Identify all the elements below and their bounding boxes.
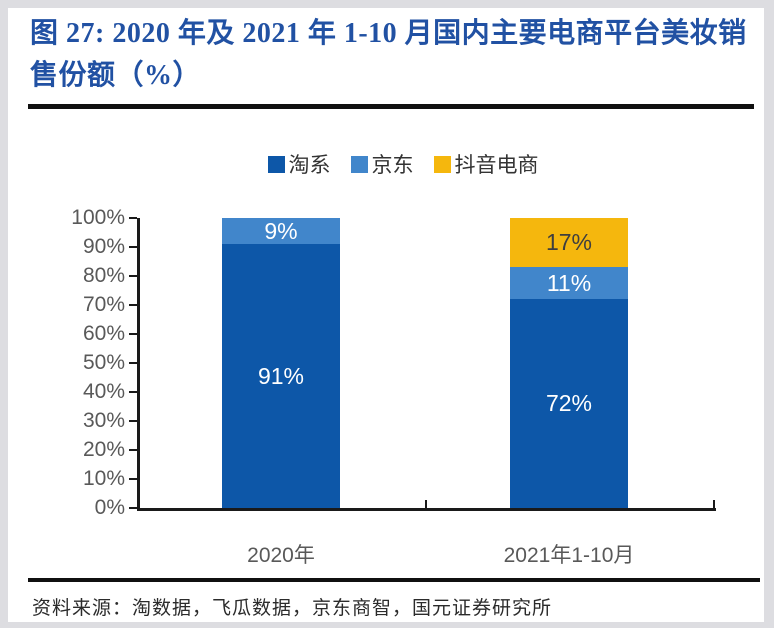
bar-segment-taoxi: 72% [510,299,628,508]
y-axis-tick [129,304,137,306]
footer-separator [28,578,760,582]
legend-label-jingdong: 京东 [371,153,414,177]
stacked-bar-chart: 0% 10% 20% 30% 40% 50% 60% 70% 80% 90% 100% 91% 9% 20… [8,8,764,622]
legend-swatch-taoxi [267,155,285,173]
figure-title: 图 27: 2020 年及 2021 年 1-10 月国内主要电商平台美妆销售份… [30,18,747,91]
bar-segment-taoxi: 91% [222,244,340,508]
y-axis-tick [129,449,137,451]
legend-item-jingdong: 京东 [350,149,414,179]
x-axis-label-2021-1-10: 2021年1-10月 [503,544,635,567]
legend-swatch-jingdong [350,155,368,173]
bar-label-jingdong: 9% [264,218,298,244]
bar-label-taoxi: 91% [257,362,305,389]
bar-segment-douyin: 17% [510,218,628,268]
legend-item-taoxi: 淘系 [267,149,331,179]
chart-legend: 淘系 京东 抖音电商 [42,151,764,177]
y-axis-tick-label: 80% [82,264,125,287]
y-axis-tick-label: 10% [82,467,125,490]
source-note: 资料来源：淘数据，飞瓜数据，京东商智，国元证券研究所 [32,598,553,619]
x-axis-tick [713,500,715,508]
x-axis-tick [425,500,427,508]
y-axis-tick-label: 70% [82,293,125,316]
x-axis-label-2020: 2020年 [247,544,315,567]
y-axis-tick-label: 60% [82,322,125,345]
legend-label-douyin: 抖音电商 [454,153,539,177]
y-axis-tick-label: 100% [71,206,125,229]
y-axis-tick-label: 0% [94,496,125,519]
title-separator [28,104,754,109]
y-axis-tick-label: 30% [82,409,125,432]
y-axis-tick [129,333,137,335]
x-axis-line [137,508,716,511]
y-axis-tick [129,420,137,422]
y-axis-tick [129,246,137,248]
y-axis-tick-label: 90% [82,235,125,258]
bar-segment-jingdong: 11% [510,267,628,300]
y-axis-tick [129,362,137,364]
legend-swatch-douyin [433,155,451,173]
y-axis-tick [129,275,137,277]
bar-label-taoxi: 72% [545,390,593,417]
y-axis-tick [129,478,137,480]
y-axis-tick-label: 40% [82,380,125,403]
y-axis-tick-label: 20% [82,438,125,461]
y-axis-line [137,218,140,511]
y-axis-tick-label: 50% [82,351,125,374]
legend-label-taoxi: 淘系 [288,153,331,177]
y-axis-tick [129,391,137,393]
bar-segment-jingdong: 9% [222,218,340,245]
bar-label-douyin: 17% [545,229,593,256]
y-axis-tick [129,507,137,509]
bar-label-jingdong: 11% [546,269,592,296]
y-axis-tick [129,217,137,219]
legend-item-douyin: 抖音电商 [433,149,539,179]
